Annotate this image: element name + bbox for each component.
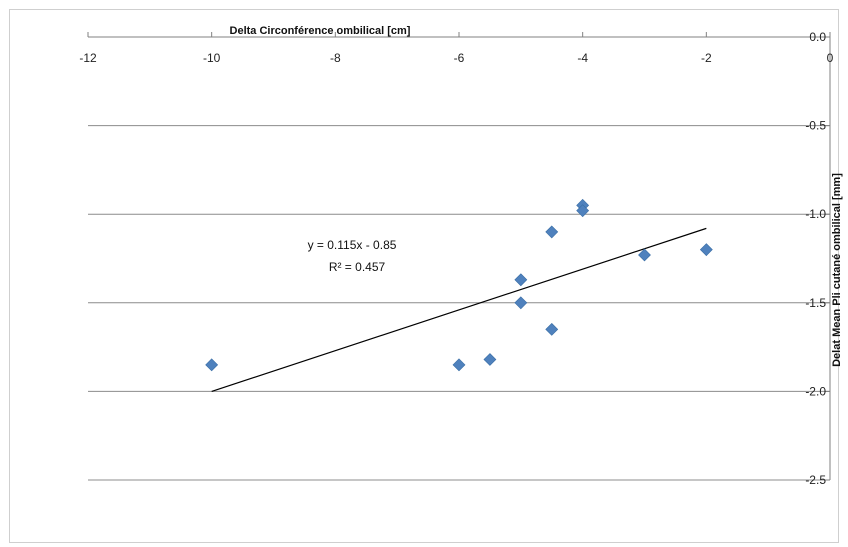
x-axis-title: Delta Circonférence ombilical [cm] [230,25,411,37]
y-axis-ticks: 0.0 -0.5 -1.0 -1.5 -2.0 -2.5 [805,30,830,487]
trendline-equation: y = 0.115x - 0.85 [308,238,397,252]
x-tick-label: -10 [203,51,221,65]
y-axis-title: Delat Mean Pli cutané ombilical [mm] [831,173,843,367]
y-tick-label: -2.0 [805,384,826,398]
y-tick-label: 0.0 [809,30,826,44]
x-tick-label: -12 [79,51,97,65]
data-point [545,225,559,239]
x-tick-label: -2 [701,51,712,65]
x-axis-ticks: -12 -10 -8 -6 -4 -2 0 [79,32,834,65]
x-tick-label: 0 [827,51,834,65]
trendline [211,227,707,392]
data-point [205,358,219,372]
data-point [514,296,528,310]
x-tick-label: -8 [330,51,341,65]
data-points [205,198,713,372]
data-point [514,273,528,287]
gridlines [88,125,830,481]
data-point [638,248,651,262]
data-point [699,243,713,257]
chart-frame [9,9,839,543]
y-tick-label: -2.5 [805,473,826,487]
y-tick-label: -0.5 [805,119,826,133]
data-point [545,322,559,336]
trendline-r-squared: R² = 0.457 [329,260,386,274]
data-point [452,358,466,372]
data-point [483,353,497,366]
y-tick-label: -1.0 [805,207,826,221]
y-tick-label: -1.5 [805,296,826,310]
x-tick-label: -4 [577,51,588,65]
data-point [576,204,590,218]
x-tick-label: -6 [454,51,465,65]
